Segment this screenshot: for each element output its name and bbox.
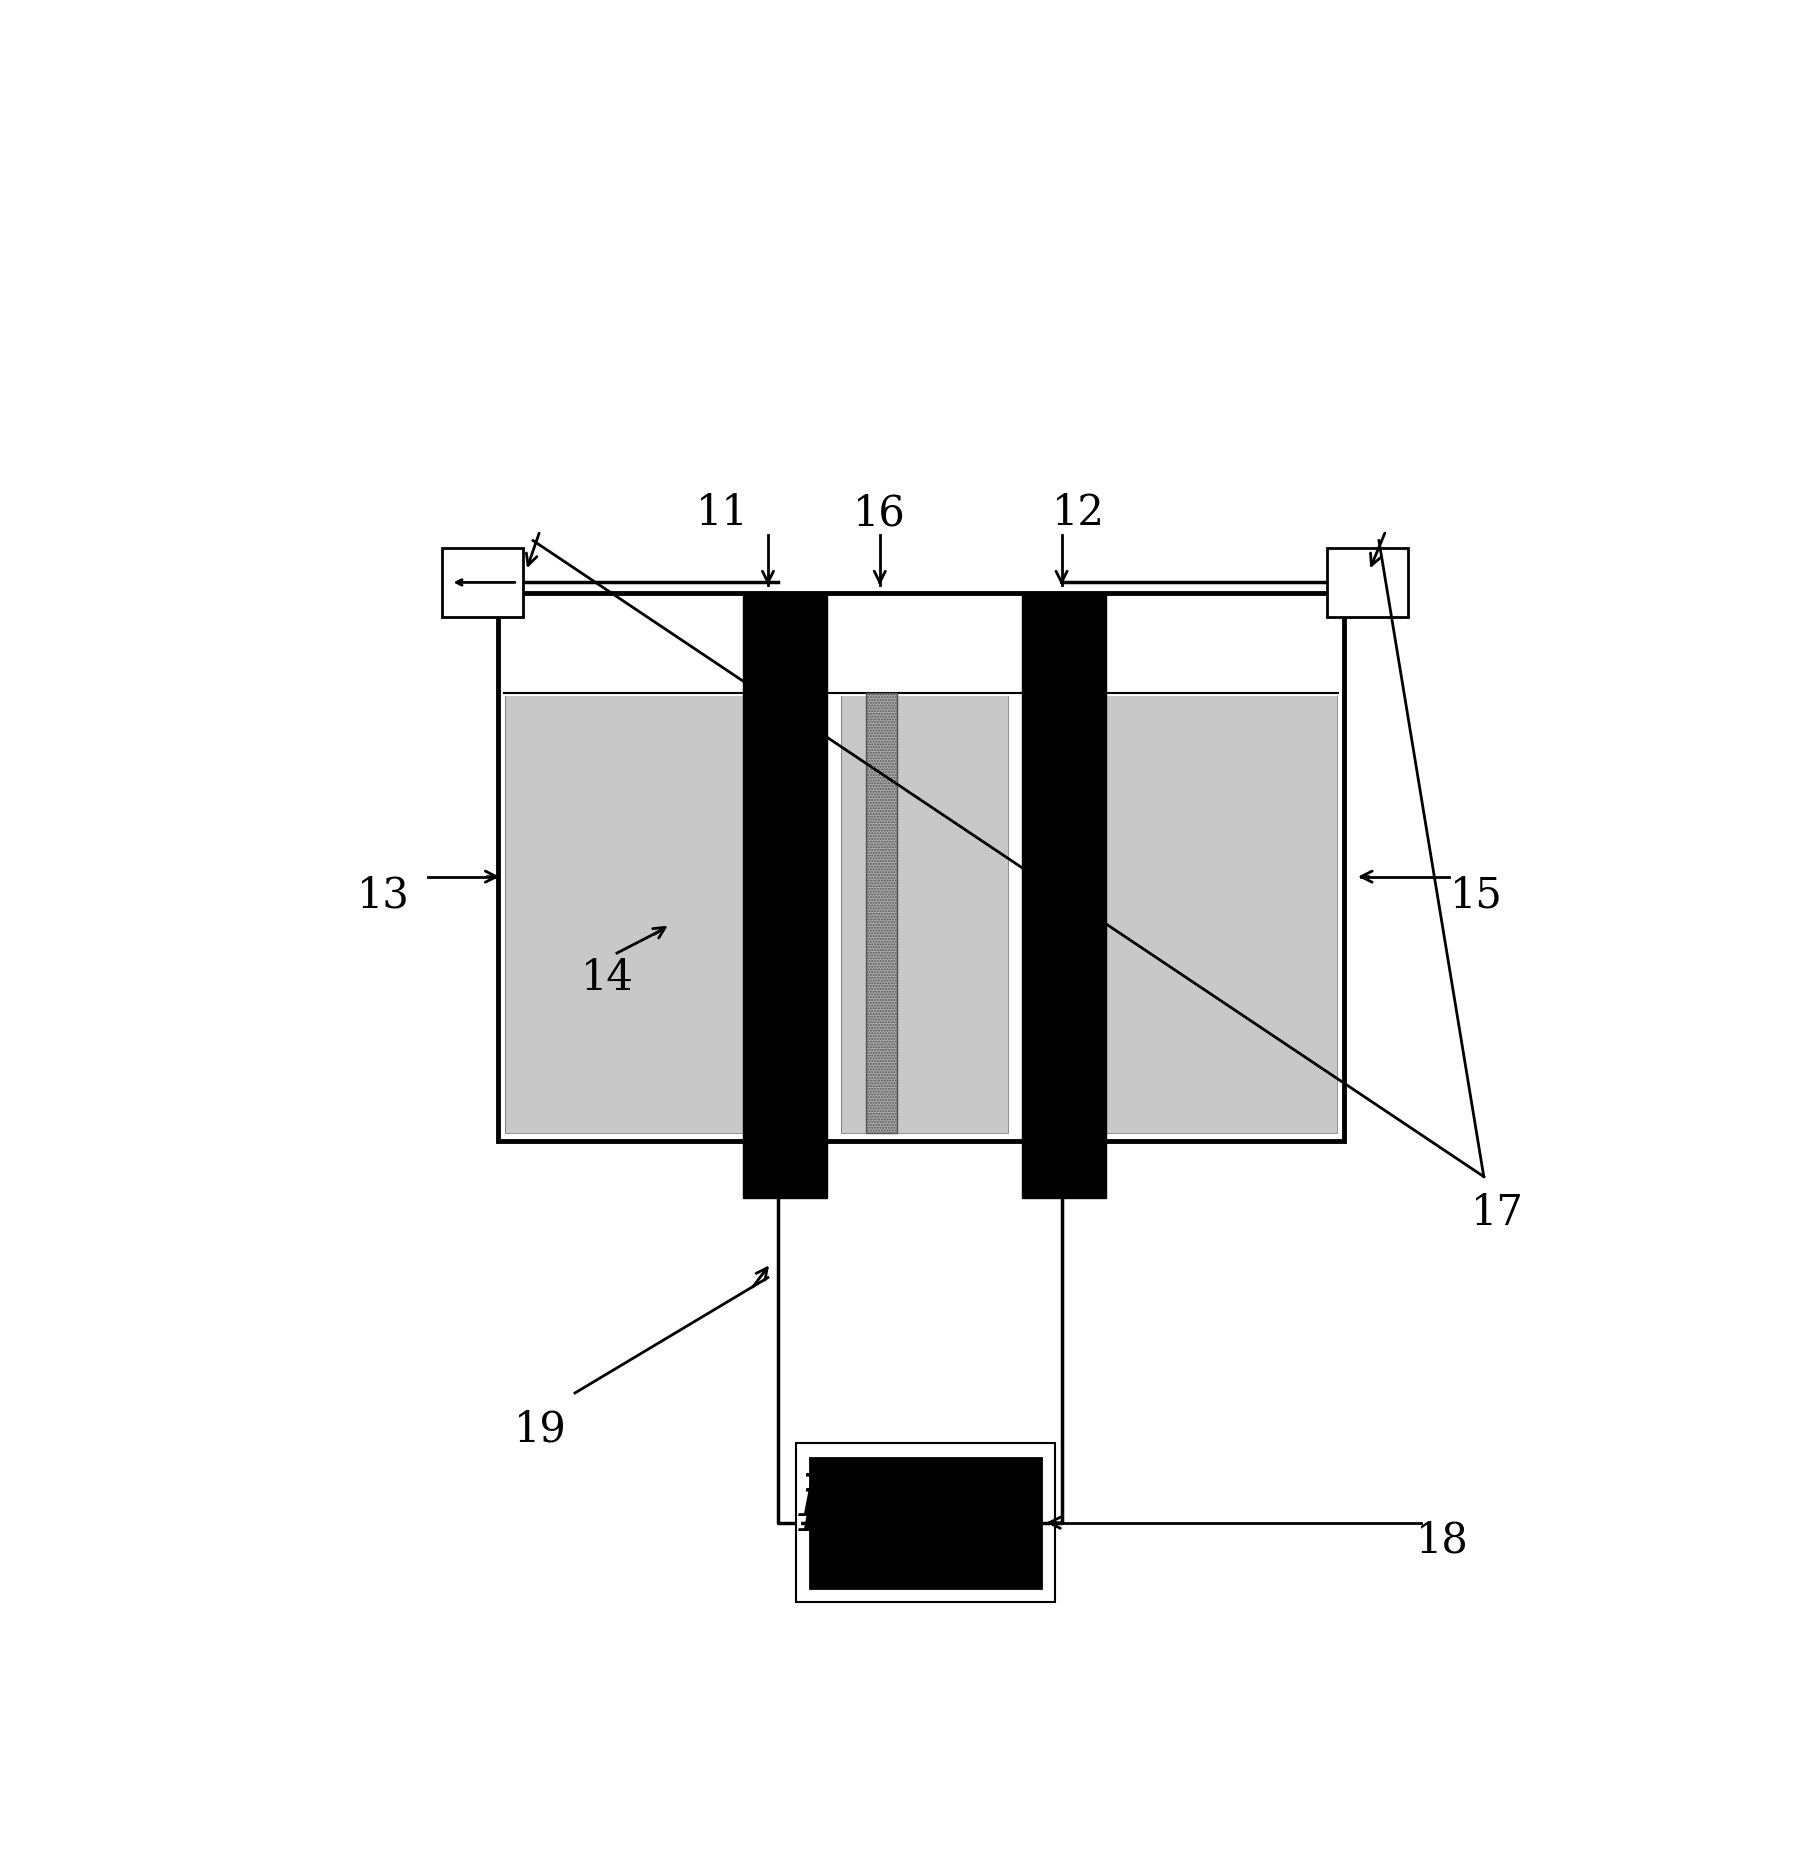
Bar bbox=[503, 597, 1339, 697]
Bar bbox=[442, 547, 523, 616]
Text: Figure 1: Figure 1 bbox=[799, 1472, 1050, 1530]
Bar bbox=[810, 1457, 1041, 1588]
Text: 18: 18 bbox=[1416, 1519, 1468, 1560]
Bar bbox=[498, 592, 1344, 1141]
Text: 13: 13 bbox=[357, 875, 410, 916]
Text: 15: 15 bbox=[1450, 875, 1503, 916]
Text: 12: 12 bbox=[1052, 493, 1104, 534]
Text: 14: 14 bbox=[581, 957, 633, 998]
Bar bbox=[841, 693, 1008, 1133]
Text: 16: 16 bbox=[853, 493, 906, 534]
Bar bbox=[866, 693, 897, 1133]
Bar bbox=[1099, 693, 1337, 1133]
Text: 17: 17 bbox=[1472, 1191, 1524, 1234]
Bar bbox=[505, 693, 750, 1133]
Bar bbox=[1099, 693, 1337, 1133]
Text: 11: 11 bbox=[696, 493, 749, 534]
Bar bbox=[841, 693, 1008, 1133]
Bar bbox=[505, 693, 750, 1133]
Bar bbox=[1023, 592, 1106, 1199]
Bar bbox=[799, 1446, 1052, 1600]
Bar bbox=[1328, 547, 1409, 616]
Text: 19: 19 bbox=[514, 1408, 566, 1450]
Bar bbox=[743, 592, 826, 1199]
Bar bbox=[796, 1444, 1055, 1601]
Text: Figure 1: Figure 1 bbox=[799, 1487, 1050, 1543]
